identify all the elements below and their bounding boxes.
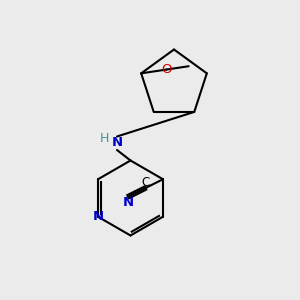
Text: H: H bbox=[100, 132, 109, 146]
Text: N: N bbox=[122, 196, 134, 208]
Text: O: O bbox=[161, 63, 172, 76]
Text: N: N bbox=[93, 210, 104, 223]
Text: C: C bbox=[141, 176, 150, 189]
Text: N: N bbox=[111, 136, 123, 149]
